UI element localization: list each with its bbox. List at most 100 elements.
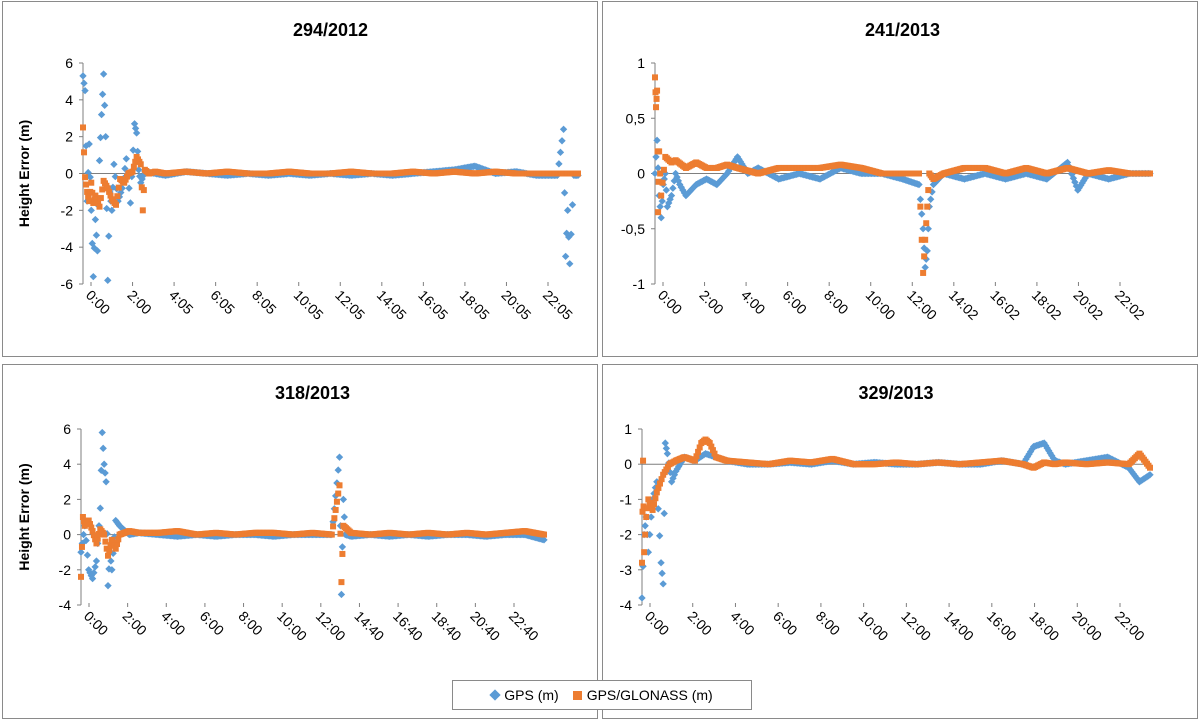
chart-legend: GPS (m) GPS/GLONASS (m) — [452, 680, 752, 710]
data-point-gps — [662, 444, 671, 453]
data-point-gps-glonass — [656, 480, 663, 487]
data-point-gps-glonass — [124, 173, 130, 180]
data-point-gps — [85, 140, 93, 148]
data-point-gps — [79, 530, 88, 539]
legend-marker-glonass-square-icon — [572, 690, 582, 700]
x-tick-label-329-2013: 2:00 — [685, 608, 716, 639]
data-point-gps-glonass — [89, 528, 96, 535]
y-tick-label-294-2012: 6 — [65, 55, 73, 71]
data-point-gps-glonass — [89, 189, 96, 196]
data-point-gps-glonass — [646, 499, 653, 506]
data-point-gps-glonass — [81, 149, 88, 156]
data-point-gps-glonass — [916, 170, 922, 177]
data-point-gps-glonass — [575, 170, 581, 177]
y-tick-label-294-2012: 4 — [65, 92, 73, 108]
data-point-gps-glonass — [96, 203, 103, 210]
x-tick-label-329-2013: 10:00 — [856, 608, 892, 644]
data-point-gps — [560, 189, 569, 197]
data-point-gps-glonass — [639, 508, 646, 515]
data-point-gps-glonass — [139, 207, 146, 214]
x-tick-label-329-2013: 6:00 — [770, 608, 801, 639]
y-tick-label-318-2013: 4 — [63, 456, 71, 472]
data-point-gps-glonass — [102, 538, 109, 545]
series-GPS-GLONASS-m-241-2013 — [652, 74, 1153, 276]
chart-svg-329-2013: 329/2013 1 0 -1 -2 -3 -4 0:00 2:00 4:00 6:00 8:00 10… — [620, 383, 1154, 644]
legend-item-gps: GPS (m) — [489, 687, 559, 703]
data-point-gps-glonass — [653, 489, 660, 496]
chart-panel-318-2013: 318/2013 Height Error (m) 6 4 2 0 -2 -4 0:00 2:00… — [2, 364, 598, 719]
data-point-gps-glonass — [93, 196, 100, 203]
data-point-gps-glonass — [112, 545, 119, 552]
data-point-gps-glonass — [659, 179, 666, 186]
data-point-gps — [102, 478, 110, 486]
data-point-gps — [98, 90, 107, 98]
data-point-gps — [87, 206, 95, 215]
data-point-gps — [101, 469, 109, 477]
x-tick-label-329-2013: 22:00 — [1112, 608, 1148, 644]
data-point-gps — [335, 453, 344, 461]
x-tick-label-318-2013: 8:00 — [235, 608, 266, 639]
data-point-gps-glonass — [654, 87, 661, 94]
data-point-gps-glonass — [90, 532, 97, 539]
data-point-gps-glonass — [104, 185, 111, 192]
data-point-gps — [669, 184, 677, 192]
x-tick-label-241-2013: 16:02 — [987, 287, 1023, 323]
data-point-gps-glonass — [137, 161, 144, 168]
x-tick-label-294-2012: 4:05 — [166, 287, 197, 318]
data-point-gps-glonass — [693, 453, 700, 460]
x-tick-label-329-2013: 8:00 — [813, 608, 844, 639]
data-point-gps-glonass — [652, 495, 659, 502]
data-point-gps-glonass — [78, 573, 84, 580]
x-tick-label-294-2012: 8:05 — [249, 287, 280, 318]
x-tick-label-294-2012: 10:05 — [291, 287, 327, 323]
x-tick-label-294-2012: 2:00 — [124, 287, 155, 318]
data-point-gps-glonass — [920, 269, 927, 276]
x-tick-label-318-2013: 22:40 — [506, 608, 542, 644]
data-point-gps — [653, 136, 661, 145]
x-tick-label-241-2013: 14:02 — [946, 287, 982, 323]
data-point-gps — [104, 581, 112, 590]
data-point-gps — [921, 263, 929, 272]
x-tick-label-294-2012: 18:05 — [457, 287, 493, 323]
data-point-gps-glonass — [101, 531, 108, 538]
data-point-gps-glonass — [79, 514, 86, 520]
y-tick-label-329-2013: -1 — [620, 491, 633, 507]
data-point-gps-glonass — [115, 536, 122, 543]
data-point-gps-glonass — [97, 195, 104, 202]
data-point-gps-glonass — [85, 517, 92, 524]
data-point-gps-glonass — [114, 540, 121, 547]
data-point-gps-glonass — [330, 523, 337, 530]
series-GPS-m-318-2013 — [77, 428, 548, 599]
data-point-gps — [126, 199, 135, 207]
data-point-gps — [122, 155, 130, 163]
x-tick-label-294-2012: 14:05 — [374, 287, 410, 323]
y-tick-label-294-2012: -2 — [61, 202, 74, 218]
data-point-gps-glonass — [695, 448, 702, 455]
y-tick-label-329-2013: 0 — [624, 456, 632, 472]
x-tick-label-318-2013: 10:00 — [274, 608, 310, 644]
data-point-gps-glonass — [639, 559, 645, 566]
data-point-gps — [93, 247, 102, 255]
y-tick-label-294-2012: 0 — [65, 166, 73, 182]
data-point-gps — [641, 522, 649, 530]
data-point-gps-glonass — [88, 179, 95, 186]
data-point-gps-glonass — [657, 170, 664, 177]
data-point-gps-glonass — [640, 457, 647, 464]
y-axis-label-294-2012: Height Error (m) — [16, 120, 32, 227]
data-point-gps — [568, 201, 577, 209]
data-point-gps-glonass — [658, 192, 665, 199]
data-point-gps-glonass — [331, 515, 338, 522]
data-point-gps-glonass — [921, 253, 928, 260]
data-point-gps-glonass — [655, 484, 662, 491]
y-tick-label-329-2013: 1 — [624, 421, 632, 437]
data-point-gps — [658, 569, 666, 577]
data-point-gps — [659, 580, 667, 588]
data-point-gps-glonass — [691, 457, 698, 464]
data-point-gps-glonass — [706, 440, 713, 447]
series-GPS-m-241-2013 — [651, 136, 1154, 272]
data-point-gps-glonass — [106, 188, 113, 195]
chart-title-294-2012: 294/2012 — [293, 20, 368, 40]
data-point-gps-glonass — [85, 193, 92, 200]
data-point-gps-glonass — [88, 524, 95, 531]
data-point-gps — [638, 594, 646, 602]
